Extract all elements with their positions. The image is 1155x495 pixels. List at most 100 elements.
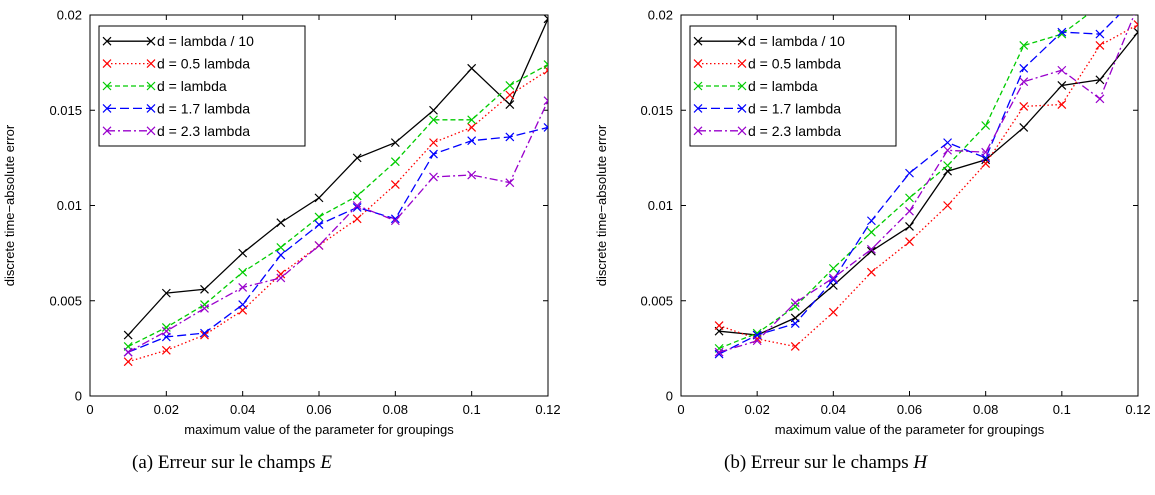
chart-a-y-tick-label: 0.015 — [49, 103, 82, 118]
chart-a-point-marker — [276, 218, 286, 228]
chart-a-point-marker — [429, 149, 438, 159]
chart-b-point-marker — [1019, 77, 1029, 87]
chart-b-point-marker — [905, 222, 914, 231]
chart-a-legend-marker — [146, 36, 156, 46]
chart-b-legend-label-4: d = 2.3 lambda — [748, 123, 841, 139]
chart-b-point-marker — [1057, 65, 1067, 75]
chart-a-y-tick-label: 0.01 — [57, 198, 82, 213]
chart-b-y-tick-label: 0.005 — [640, 293, 673, 308]
chart-a-x-tick-label: 0.06 — [306, 402, 331, 417]
chart-a-x-tick-label: 0.12 — [535, 402, 560, 417]
chart-b-point-marker — [752, 336, 762, 346]
chart-a-legend-marker — [146, 126, 156, 136]
chart-a-point-marker — [161, 322, 171, 332]
chart-a-point-marker — [123, 330, 133, 340]
chart-a-y-tick-label: 0.02 — [57, 8, 82, 23]
chart-a-point-marker — [161, 345, 171, 355]
chart-b-x-tick-label: 0.08 — [973, 402, 998, 417]
chart-b-point-marker — [866, 244, 876, 254]
chart-a-point-marker — [123, 347, 133, 357]
chart-a-legend-marker — [146, 103, 156, 113]
chart-a-point-marker — [200, 328, 209, 338]
chart-b-legend-label-3: d = 1.7 lambda — [748, 100, 841, 116]
chart-b-point-marker — [1019, 102, 1029, 111]
chart-a-point-marker — [505, 90, 515, 100]
chart-a-point-marker — [505, 100, 515, 109]
chart-b-x-tick-label: 0 — [677, 402, 684, 417]
chart-b-y-tick-label: 0.01 — [648, 198, 673, 213]
chart-b-caption-text: (b) Erreur sur le champs — [724, 452, 909, 473]
chart-b-point-marker — [790, 342, 800, 351]
chart-a-point-marker — [352, 202, 362, 212]
chart-a-y-axis-label: discrete time−absolute error — [2, 124, 17, 286]
chart-b-y-tick-label: 0.02 — [648, 8, 673, 23]
chart-a-legend-label-4: d = 2.3 lambda — [157, 123, 250, 139]
chart-b-point-marker — [1095, 75, 1105, 85]
chart-b-point-marker — [1134, 1, 1142, 9]
chart-b-point-marker — [1095, 41, 1105, 50]
chart-b-x-tick-label: 0.06 — [897, 402, 922, 417]
chart-a-x-tick-label: 0.1 — [463, 402, 481, 417]
chart-b-point-marker — [1057, 81, 1067, 90]
chart-a-point-marker — [238, 248, 248, 258]
chart-a-point-marker — [238, 267, 248, 277]
chart-a-point-marker — [352, 214, 362, 224]
chart-b-point-marker — [866, 216, 876, 226]
chart-a-point-marker — [505, 132, 515, 142]
chart-a-x-tick-label: 0.08 — [383, 402, 408, 417]
chart-panel-b: 0 0.02 0.04 0.06 0.08 0.1 0.12 0 0.005 0.01 0.015 0… — [578, 0, 1155, 495]
chart-b-legend-marker — [693, 81, 703, 91]
chart-b-caption: (b) Erreur sur le champs H — [724, 452, 927, 474]
chart-b-legend-label-0: d = lambda / 10 — [748, 33, 845, 49]
chart-a-point-marker — [390, 216, 400, 226]
chart-a-point-marker — [238, 300, 248, 309]
chart-a-series-group — [123, 15, 548, 367]
chart-b-point-marker — [1095, 94, 1105, 104]
chart-a-point-marker — [352, 153, 362, 163]
chart-a-x-axis-label: maximum value of the parameter for group… — [184, 422, 454, 437]
chart-b-y-tick-label: 0 — [666, 389, 673, 404]
chart-b-point-marker — [1096, 1, 1104, 9]
chart-a-legend-label-0: d = lambda / 10 — [157, 33, 254, 49]
chart-a-y-tick-label: 0.005 — [49, 293, 82, 308]
chart-b-legend-marker — [737, 36, 747, 46]
chart-b-point-marker — [905, 168, 914, 178]
chart-b-point-marker — [866, 246, 876, 256]
chart-b-point-marker — [981, 147, 991, 157]
chart-b-svg: 0 0.02 0.04 0.06 0.08 0.1 0.12 0 0.005 0.01 0.015 0… — [594, 1, 1151, 438]
chart-b-point-marker — [943, 138, 953, 148]
chart-b-legend-marker — [693, 126, 703, 136]
chart-a-y-tick-label: 0 — [75, 389, 82, 404]
chart-b-point-marker — [866, 267, 876, 277]
chart-a-point-marker — [276, 269, 286, 279]
chart-a-point-marker — [200, 284, 209, 294]
chart-a-series-line-4 — [127, 100, 548, 353]
chart-a-point-marker — [467, 136, 477, 146]
chart-a-point-marker — [352, 201, 362, 210]
chart-a-point-marker — [314, 193, 324, 203]
chart-b-point-marker — [1057, 100, 1067, 109]
chart-b-point-marker — [1133, 27, 1138, 37]
chart-a-point-marker — [543, 60, 548, 69]
chart-b-point-marker — [1095, 29, 1105, 39]
chart-b-point-marker — [828, 275, 838, 285]
chart-a-point-marker — [429, 115, 438, 125]
chart-b-point-marker — [905, 193, 914, 203]
chart-a-point-marker — [543, 15, 548, 24]
chart-a-point-marker — [429, 105, 438, 115]
chart-a-point-marker — [505, 81, 515, 90]
chart-b-legend-marker — [693, 103, 703, 113]
chart-b-y-tick-label: 0.015 — [640, 103, 673, 118]
chart-a-point-marker — [276, 250, 286, 260]
chart-a-point-marker — [543, 122, 548, 132]
chart-b-point-marker — [943, 145, 953, 155]
chart-a-svg: 0 0.02 0.04 0.06 0.08 0.1 0.12 0 0.005 0.01 0.015 0… — [2, 8, 561, 438]
chart-a-series-line-0 — [127, 18, 548, 336]
chart-b-legend-marker — [737, 126, 747, 136]
chart-a-point-marker — [276, 273, 286, 283]
chart-b-legend-label-1: d = 0.5 lambda — [748, 56, 841, 72]
chart-a-point-marker — [200, 303, 209, 313]
chart-a-legend-label-1: d = 0.5 lambda — [157, 56, 250, 72]
chart-b-x-tick-label: 0.1 — [1053, 402, 1071, 417]
chart-b-point-marker — [828, 263, 838, 273]
